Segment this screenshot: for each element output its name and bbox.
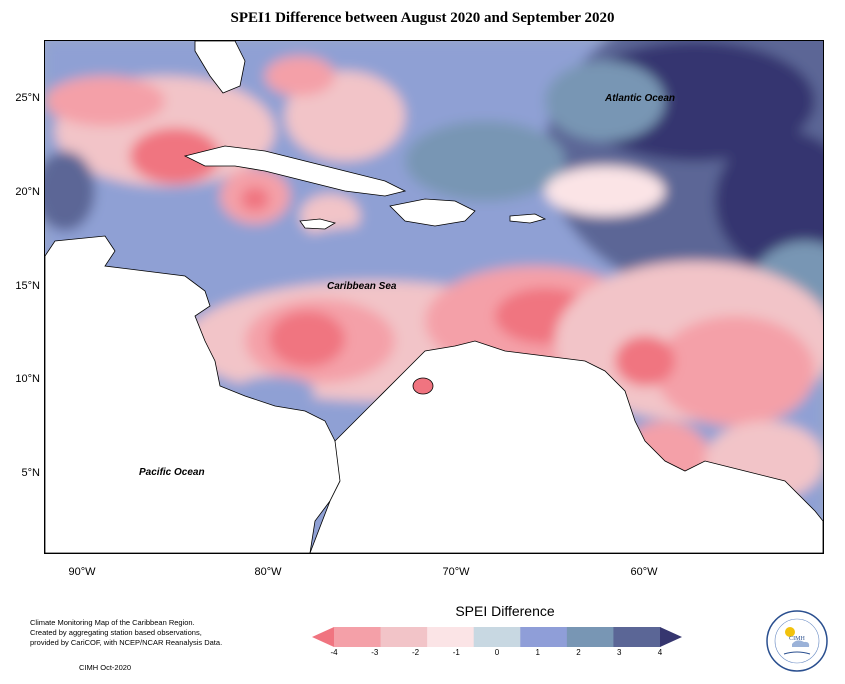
color-bar-swatch	[427, 627, 475, 647]
credits-text: Climate Monitoring Map of the Caribbean …	[30, 618, 230, 648]
credits-line-2: Created by aggregating station based obs…	[30, 628, 202, 637]
lat-label-15n: 15°N	[15, 280, 40, 292]
color-bar-tick-label: -4	[330, 648, 338, 657]
color-bar-swatch	[334, 627, 382, 647]
color-bar-low-arrow	[312, 627, 334, 647]
cimh-logo: CIMH	[766, 610, 828, 672]
spei-field	[45, 41, 823, 553]
logo-text: CIMH	[789, 636, 805, 642]
color-bar-tick-label: 4	[657, 648, 663, 657]
spei-map: Atlantic Ocean Caribbean Sea Pacific Oce…	[44, 40, 824, 554]
lon-label-60w: 60°W	[630, 566, 658, 578]
color-bar-swatch	[613, 627, 661, 647]
color-bar-swatch	[473, 627, 521, 647]
map-title: SPEI1 Difference between August 2020 and…	[230, 10, 615, 26]
color-bar-tick-label: 1	[535, 648, 540, 657]
color-bar-tick-label: -1	[452, 648, 460, 657]
lat-label-10n: 10°N	[15, 373, 40, 385]
lon-label-80w: 80°W	[254, 566, 282, 578]
color-bar-tick-label: 0	[494, 648, 500, 657]
credits-line-1: Climate Monitoring Map of the Caribbean …	[30, 618, 195, 627]
credits-line-3: provided by CariCOF, with NCEP/NCAR Rean…	[30, 638, 223, 647]
lon-label-70w: 70°W	[442, 566, 470, 578]
color-bar-swatch	[380, 627, 428, 647]
color-bar-tick-label: 2	[576, 648, 581, 657]
legend-title: SPEI Difference	[455, 603, 555, 619]
color-bar-swatch	[520, 627, 568, 647]
lon-label-90w: 90°W	[68, 566, 96, 578]
color-bar	[312, 627, 682, 647]
color-bar-tick-label: -3	[371, 648, 379, 657]
color-bar-tick-label: -2	[411, 648, 420, 657]
pacific-ocean-label: Pacific Ocean	[139, 467, 205, 478]
atlantic-ocean-label: Atlantic Ocean	[605, 93, 676, 104]
lat-label-25n: 25°N	[15, 92, 40, 104]
lat-label-5n: 5°N	[21, 467, 40, 479]
credits-footer: CIMH Oct-2020	[79, 663, 132, 672]
color-bar-swatch	[566, 627, 614, 647]
color-bar-tick-label: 3	[617, 648, 622, 657]
color-bar-high-arrow	[660, 627, 682, 647]
caribbean-sea-label: Caribbean Sea	[327, 281, 397, 292]
lat-label-20n: 20°N	[15, 186, 40, 198]
